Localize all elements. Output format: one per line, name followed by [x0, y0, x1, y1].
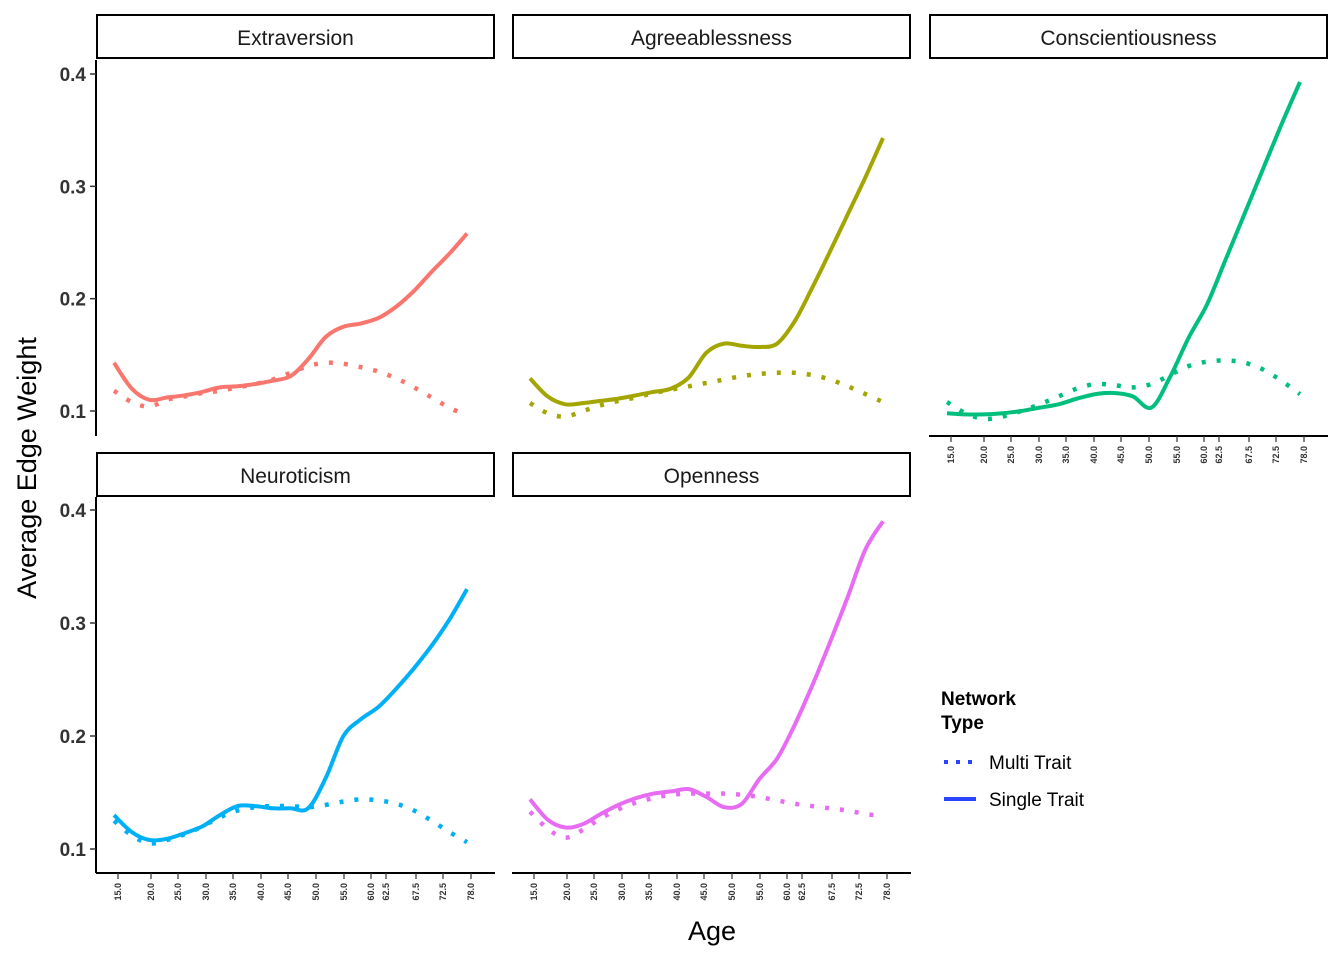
panels: Extraversion 0.1 0.2 0.3 0.4 Agreeablessness C… [60, 14, 1328, 901]
panel-openness: Openness 15.0 20.0 25.0 30.0 35.0 40.0 45.0 50.0… [512, 452, 911, 901]
panel-extraversion: Extraversion 0.1 0.2 0.3 0.4 [60, 14, 495, 436]
legend-title-line-1: Network [941, 689, 1016, 710]
single-trait-line-conscientiousness [946, 81, 1302, 417]
x-tick-label-conscientiousness-3: 30.0 [1034, 446, 1044, 464]
x-tick-label-conscientiousness-1: 20.0 [979, 446, 989, 464]
x-tick-label-openness-2: 25.0 [589, 883, 599, 901]
x-tick-label-openness-0: 15.0 [529, 883, 539, 901]
x-tick-label-openness-10: 62.5 [797, 883, 807, 901]
x-tick-label-neuroticism-9: 60.0 [366, 883, 376, 901]
y-tick-label-extraversion-0: 0.1 [60, 402, 87, 423]
x-tick-label-conscientiousness-11: 67.5 [1244, 446, 1254, 464]
x-tick-label-openness-1: 20.0 [562, 883, 572, 901]
x-tick-label-conscientiousness-0: 15.0 [946, 446, 956, 464]
panel-conscientiousness: Conscientiousness 15.0 20.0 25.0 30.0 35.0 40.… [929, 14, 1328, 464]
multi-trait-line-extraversion [112, 360, 468, 418]
y-tick-label-extraversion-2: 0.3 [60, 177, 86, 198]
x-tick-label-openness-8: 55.0 [755, 883, 765, 901]
x-tick-label-openness-7: 50.0 [727, 883, 737, 901]
y-tick-label-neuroticism-3: 0.4 [60, 501, 87, 522]
x-tick-label-conscientiousness-4: 35.0 [1061, 446, 1071, 464]
multi-trait-line-conscientiousness [945, 358, 1302, 422]
x-tick-label-conscientiousness-6: 45.0 [1116, 446, 1126, 464]
y-tick-label-neuroticism-2: 0.3 [60, 614, 86, 635]
x-tick-label-conscientiousness-7: 50.0 [1144, 446, 1154, 464]
strip-box-extraversion [96, 14, 495, 59]
legend-title-line-2: Type [941, 713, 984, 734]
strip-label-conscientiousness: Conscientiousness [1040, 27, 1216, 50]
x-tick-label-openness-13: 78.0 [882, 883, 892, 901]
y-tick-label-extraversion-1: 0.2 [60, 290, 86, 311]
x-tick-label-openness-12: 72.5 [854, 883, 864, 901]
multi-trait-line-openness [528, 791, 884, 840]
x-tick-label-openness-9: 60.0 [782, 883, 792, 901]
x-tick-label-openness-3: 30.0 [617, 883, 627, 901]
strip-label-extraversion: Extraversion [237, 27, 354, 50]
x-tick-label-neuroticism-4: 35.0 [228, 883, 238, 901]
x-tick-label-conscientiousness-9: 60.0 [1199, 446, 1209, 464]
x-tick-label-neuroticism-7: 50.0 [311, 883, 321, 901]
x-tick-label-openness-4: 35.0 [644, 883, 654, 901]
panel-agreeablessness: Agreeablessness [512, 14, 911, 419]
single-trait-line-agreeablessness [528, 137, 885, 407]
x-tick-label-openness-6: 45.0 [699, 883, 709, 901]
legend: Network Type Multi Trait Single Trait [941, 689, 1085, 811]
legend-label-single-trait: Single Trait [989, 790, 1085, 811]
y-tick-label-neuroticism-1: 0.2 [60, 727, 86, 748]
x-tick-label-neuroticism-2: 25.0 [173, 883, 183, 901]
y-tick-label-neuroticism-0: 0.1 [60, 840, 87, 861]
x-tick-label-conscientiousness-8: 55.0 [1172, 446, 1182, 464]
y-tick-label-extraversion-3: 0.4 [60, 65, 87, 86]
x-tick-label-conscientiousness-5: 40.0 [1089, 446, 1099, 464]
strip-box-neuroticism [96, 452, 495, 497]
multi-trait-line-agreeablessness [528, 370, 884, 419]
x-tick-label-neuroticism-1: 20.0 [146, 883, 156, 901]
strip-box-agreeablessness [512, 14, 911, 59]
x-tick-label-neuroticism-11: 67.5 [411, 883, 421, 901]
x-tick-label-neuroticism-13: 78.0 [466, 883, 476, 901]
single-trait-line-extraversion [112, 232, 469, 403]
strip-box-openness [512, 452, 911, 497]
y-axis-title: Average Edge Weight [12, 337, 42, 599]
strip-label-agreeablessness: Agreeablessness [631, 27, 792, 50]
legend-label-multi-trait: Multi Trait [989, 753, 1072, 774]
x-tick-label-neuroticism-8: 55.0 [339, 883, 349, 901]
single-trait-line-openness [528, 520, 885, 830]
x-tick-label-neuroticism-0: 15.0 [113, 883, 123, 901]
x-tick-label-conscientiousness-12: 72.5 [1271, 446, 1281, 464]
x-tick-label-openness-5: 40.0 [672, 883, 682, 901]
single-trait-line-neuroticism [112, 588, 469, 843]
x-tick-label-neuroticism-5: 40.0 [256, 883, 266, 901]
strip-label-openness: Openness [664, 465, 760, 488]
x-tick-label-neuroticism-6: 45.0 [283, 883, 293, 901]
strip-label-neuroticism: Neuroticism [240, 465, 351, 488]
x-tick-label-conscientiousness-2: 25.0 [1006, 446, 1016, 464]
x-tick-label-neuroticism-12: 72.5 [438, 883, 448, 901]
x-tick-label-openness-11: 67.5 [827, 883, 837, 901]
strip-box-conscientiousness [929, 14, 1328, 59]
x-axis-title: Age [688, 916, 736, 946]
x-tick-label-neuroticism-10: 62.5 [381, 883, 391, 901]
x-tick-label-conscientiousness-10: 62.5 [1214, 446, 1224, 464]
x-tick-label-conscientiousness-13: 78.0 [1299, 446, 1309, 464]
panel-neuroticism: Neuroticism 0.1 0.2 0.3 0.4 15.0 20.0 25.0 30.0 3… [60, 452, 495, 901]
x-tick-label-neuroticism-3: 30.0 [201, 883, 211, 901]
